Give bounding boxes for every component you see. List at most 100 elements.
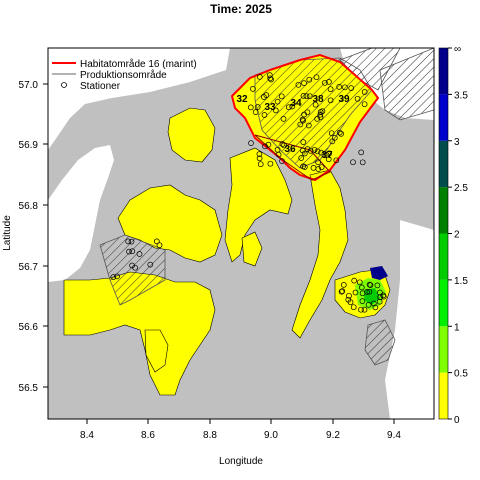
- colorbar-segment: [439, 48, 448, 95]
- station-marker: [333, 157, 340, 164]
- station-marker: [257, 161, 264, 168]
- y-tick-label: 56.6: [19, 322, 39, 333]
- station-marker: [346, 292, 352, 299]
- station-marker: [300, 93, 307, 99]
- zone-label: 33: [264, 102, 276, 113]
- colorbar-segment: [439, 233, 448, 280]
- station-marker: [348, 85, 355, 91]
- x-tick-label: 9.2: [326, 430, 340, 441]
- zone-label: 36: [284, 144, 296, 155]
- station-marker: [304, 109, 311, 116]
- station-marker: [318, 149, 324, 156]
- station-marker: [299, 116, 306, 123]
- station-marker: [297, 121, 304, 128]
- station-marker: [339, 288, 346, 294]
- station-marker: [377, 289, 383, 296]
- colorbar-label: ∞: [454, 44, 461, 55]
- colorbar-label: 2.5: [454, 183, 468, 194]
- station-marker: [351, 277, 358, 284]
- station-marker: [336, 84, 343, 90]
- map-area: 32 33 34 38 39 36 37: [48, 48, 434, 419]
- x-tick-label: 9.4: [387, 430, 401, 441]
- station-marker: [361, 306, 368, 313]
- station-marker: [350, 159, 356, 166]
- y-tick-label: 56.9: [19, 140, 39, 151]
- y-axis: 57.0 56.9 56.8 56.7 56.6 56.5: [19, 80, 48, 394]
- colorbar-segment: [439, 279, 448, 327]
- station-marker: [274, 146, 281, 153]
- colorbar-segment: [439, 326, 448, 373]
- station-marker: [314, 148, 321, 155]
- station-marker: [361, 101, 368, 108]
- stations: [110, 72, 387, 313]
- station-marker: [328, 130, 335, 137]
- legend-label-stations: Stationer: [80, 81, 121, 92]
- station-marker: [380, 292, 387, 299]
- y-tick-label: 56.8: [19, 201, 39, 212]
- colorbar-segment: [439, 372, 448, 420]
- station-marker: [156, 242, 163, 249]
- station-marker: [301, 164, 308, 170]
- zone-label: 34: [290, 98, 302, 109]
- station-marker: [350, 304, 357, 311]
- station-marker: [267, 75, 274, 82]
- station-marker: [358, 284, 365, 291]
- x-tick-label: 9.0: [264, 430, 278, 441]
- station-marker: [306, 76, 313, 83]
- station-marker: [322, 79, 328, 86]
- station-marker: [359, 298, 366, 304]
- plot-frame: [47, 47, 435, 420]
- y-tick-label: 56.5: [19, 383, 39, 394]
- station-marker: [342, 84, 348, 91]
- station-marker: [313, 74, 320, 81]
- station-marker: [370, 300, 377, 307]
- legend-label-production: Produktionsområde: [80, 69, 167, 81]
- station-marker: [380, 293, 387, 300]
- station-marker: [274, 98, 281, 105]
- station-marker: [300, 117, 307, 124]
- zone-label: 38: [312, 94, 324, 105]
- colorbar-label: 3.5: [454, 90, 468, 101]
- station-marker: [359, 159, 366, 166]
- legend-station-icon: [61, 82, 67, 88]
- y-axis-label: Latitude: [2, 215, 13, 251]
- station-marker: [298, 155, 305, 161]
- white-sea-right: [385, 220, 434, 419]
- colorbar-segment: [439, 94, 448, 141]
- station-marker: [303, 93, 310, 100]
- station-marker: [285, 104, 292, 111]
- station-marker: [326, 79, 332, 85]
- station-marker: [338, 288, 345, 295]
- station-marker: [266, 72, 273, 78]
- station-marker: [311, 146, 318, 153]
- station-marker: [365, 302, 372, 308]
- station-marker: [272, 107, 279, 114]
- station-marker: [356, 279, 363, 286]
- station-marker: [327, 97, 334, 104]
- station-marker: [304, 146, 311, 152]
- colorbar-segment: [439, 140, 448, 188]
- station-marker: [327, 86, 334, 93]
- station-marker: [336, 129, 343, 136]
- station-marker: [306, 93, 313, 100]
- station-marker: [366, 281, 373, 288]
- station-marker: [361, 89, 368, 95]
- station-marker: [261, 112, 268, 118]
- station-marker: [358, 306, 364, 313]
- x-tick-label: 8.8: [203, 430, 217, 441]
- station-marker: [278, 93, 285, 100]
- station-marker: [153, 238, 160, 245]
- station-marker: [281, 142, 287, 149]
- colorbar-label: 0.5: [454, 369, 468, 380]
- station-marker: [315, 159, 321, 166]
- legend-label-habitat: Habitatområde 16 (marint): [80, 58, 197, 70]
- station-marker: [331, 134, 338, 141]
- station-marker: [376, 298, 383, 305]
- station-marker: [289, 103, 296, 110]
- zone-label: 32: [236, 94, 248, 105]
- station-marker: [372, 304, 379, 311]
- x-axis: 8.4 8.6 8.8 9.0 9.2 9.4: [80, 419, 401, 441]
- station-marker: [248, 140, 254, 146]
- station-marker: [347, 299, 354, 306]
- chart-title: Time: 2025: [210, 2, 272, 16]
